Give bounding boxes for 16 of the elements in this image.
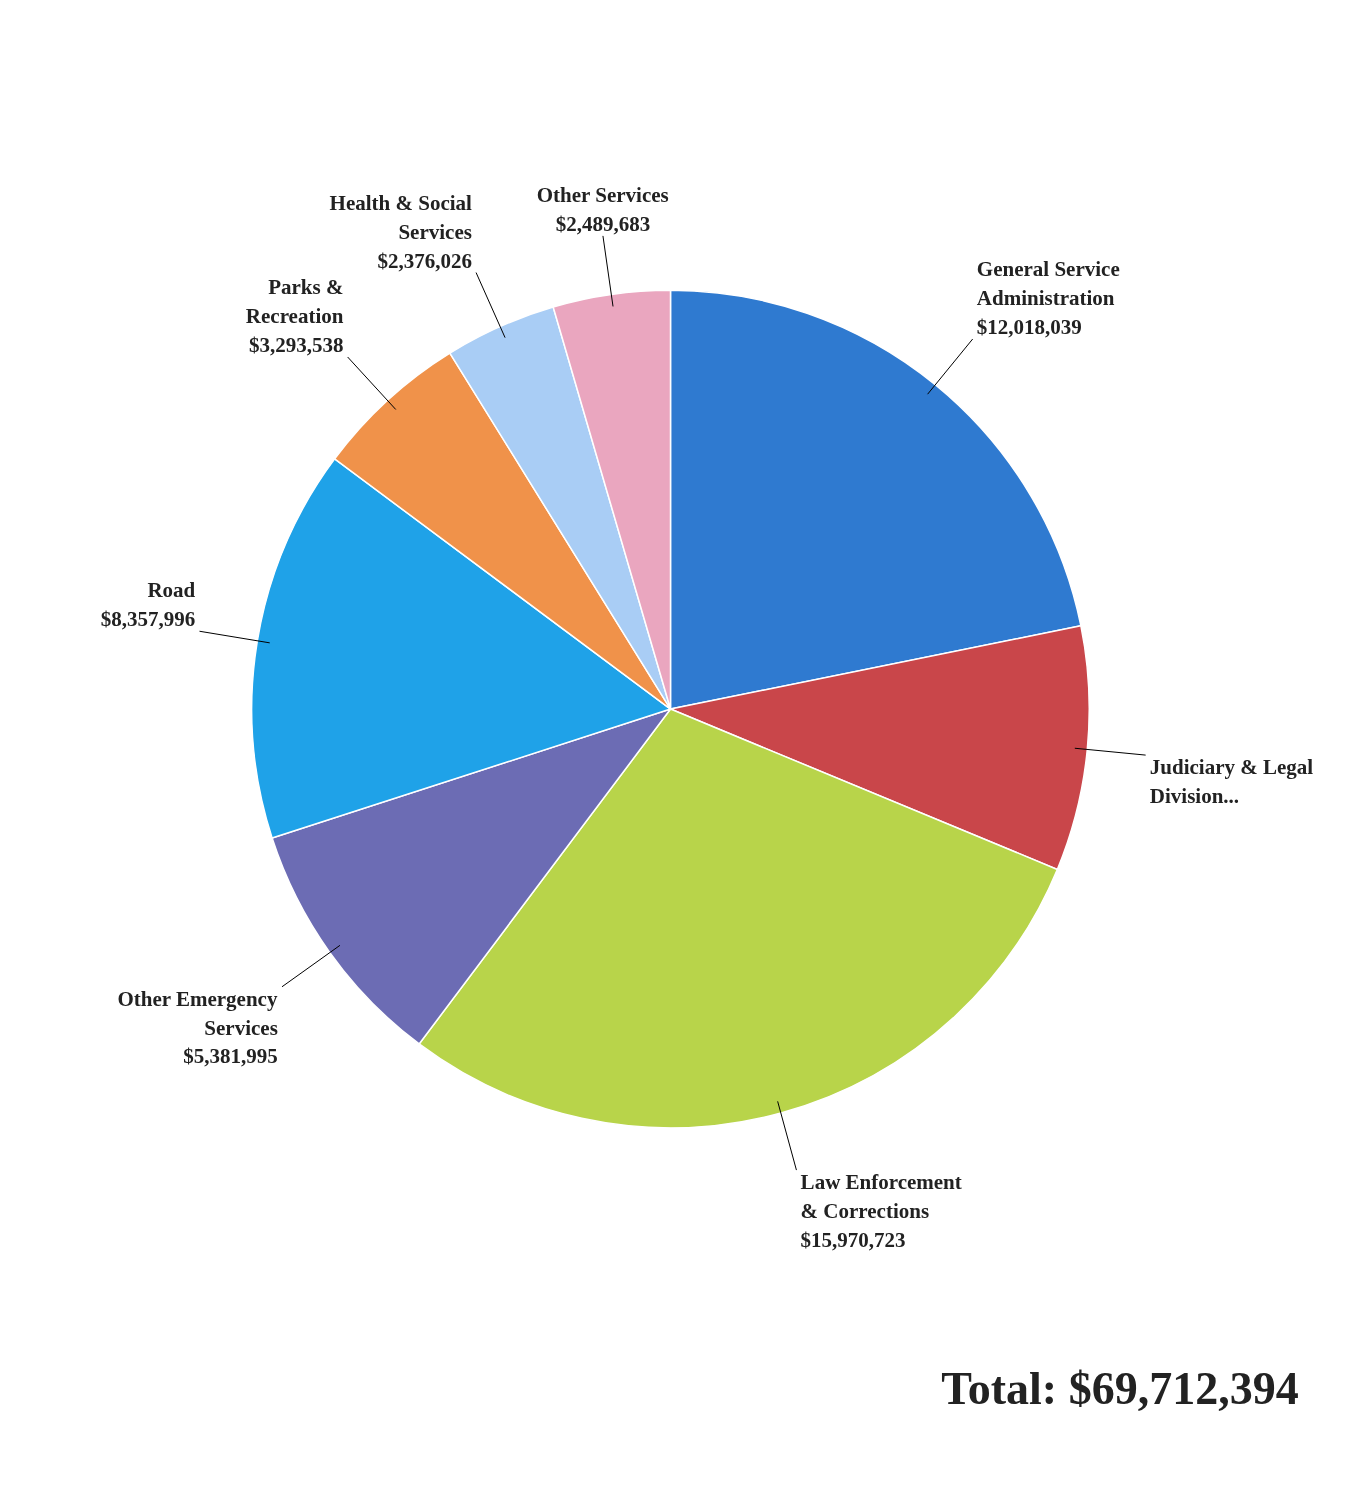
data-label: $2,489,683 xyxy=(555,211,651,236)
slice-label: Parks & Recreation xyxy=(245,275,344,329)
data-label: $3,293,538 xyxy=(248,333,344,357)
slice-label: Road xyxy=(147,578,196,603)
slice-label: Judiciary & Legal Division... xyxy=(1149,755,1314,808)
data-label: $2,376,026 xyxy=(377,248,472,273)
data-label: $12,018,039 xyxy=(976,315,1082,340)
slice-label: Other Services xyxy=(536,183,669,208)
data-label: $8,357,996 xyxy=(100,607,196,632)
slice-label: General Service Administration xyxy=(976,257,1120,311)
slice-label: Other Emergency Services xyxy=(117,986,278,1040)
slice-label: Health & Social Services xyxy=(329,190,473,244)
text: Total: $69,712,394 xyxy=(941,1362,1299,1414)
slice-label: Law Enforcement & Corrections xyxy=(800,1170,962,1223)
data-label: $5,381,995 xyxy=(183,1044,278,1069)
data-label: $15,970,723 xyxy=(800,1227,906,1252)
